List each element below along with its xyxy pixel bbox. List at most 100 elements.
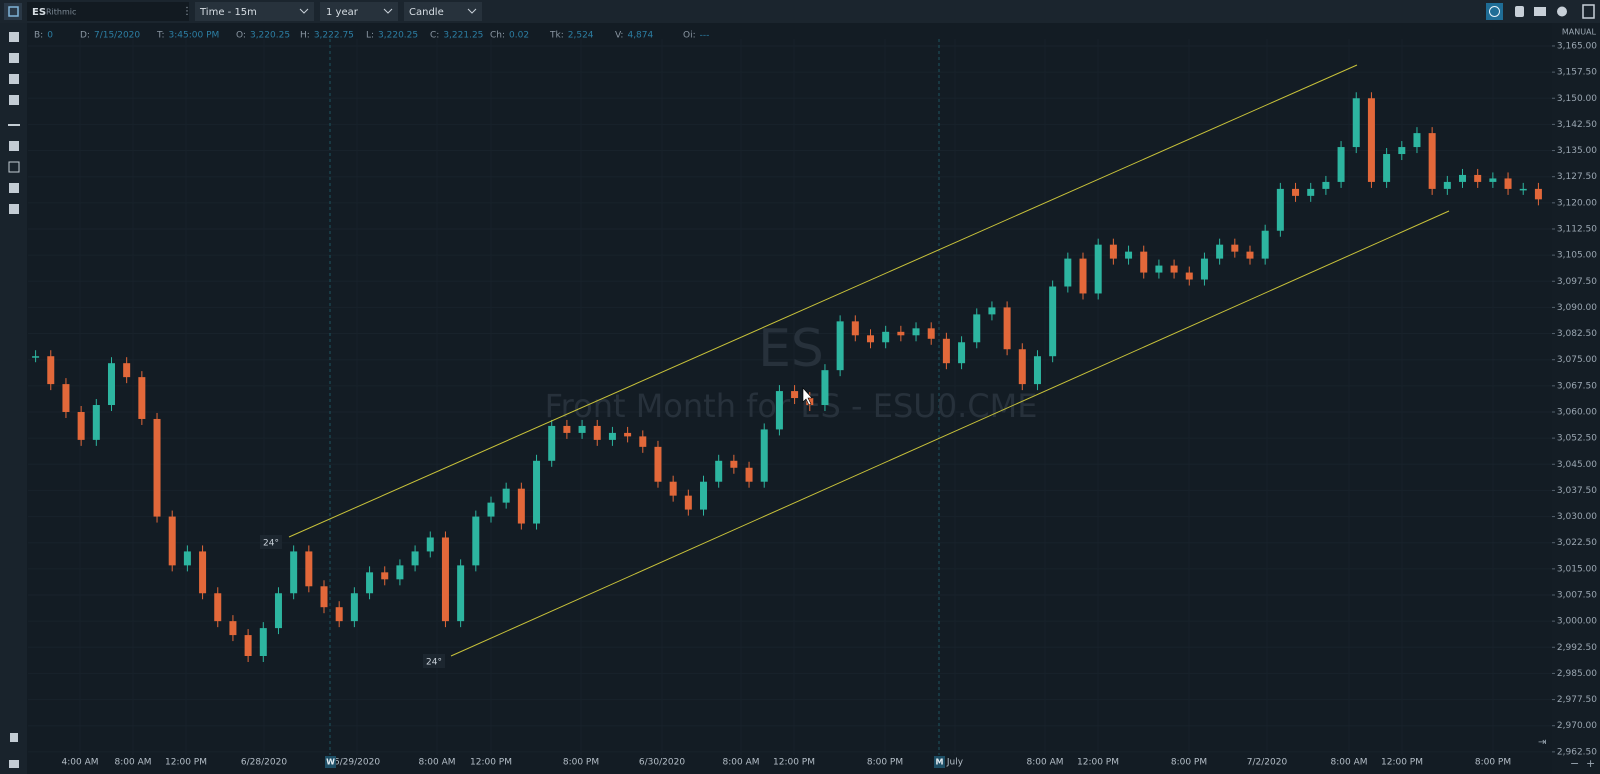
candle-body	[1003, 307, 1011, 350]
x-tick-label: 8:00 PM	[867, 758, 903, 768]
x-tick-label: 12:00 PM	[165, 758, 207, 768]
zoom-out[interactable]: −	[1570, 757, 1579, 770]
list[interactable]	[9, 760, 19, 768]
channel-upper[interactable]	[288, 64, 1358, 538]
candle-body	[350, 593, 358, 622]
icon	[1489, 6, 1500, 17]
x-tick-label: 8:00 AM	[419, 758, 456, 768]
info-bar: B: 0 D: 7/15/2020 T: 3:45:00 PM O: 3,220.25 H: 3,…	[34, 31, 709, 41]
candle-body	[320, 586, 328, 608]
candle-body	[669, 481, 677, 496]
tool[interactable]	[9, 141, 19, 151]
tool[interactable]	[9, 204, 19, 214]
tools	[8, 32, 20, 768]
candle-body	[1398, 147, 1406, 155]
x-tick-label: 8:00 AM	[1027, 758, 1064, 768]
side-toolbar	[0, 23, 27, 774]
y-tick-label: 3,112.50	[1557, 224, 1597, 234]
candle-body	[897, 331, 905, 336]
candle-body	[851, 321, 859, 336]
info-label: D:	[80, 31, 90, 41]
info-value: 3,222.75	[314, 31, 354, 41]
timeframe-dropdown[interactable]	[195, 2, 314, 21]
camera-button[interactable]	[1534, 7, 1546, 16]
panel-button[interactable]	[1582, 4, 1595, 19]
tool[interactable]	[8, 161, 20, 173]
tool[interactable]	[9, 53, 19, 63]
candle-body	[77, 411, 85, 440]
trash[interactable]	[10, 733, 18, 742]
candle-body	[1155, 265, 1163, 273]
candle-body	[730, 460, 738, 468]
x-tick-label: 6/28/2020	[241, 758, 287, 768]
mouse-button[interactable]	[1515, 6, 1524, 17]
candle-body	[533, 460, 541, 524]
candle-body	[973, 314, 981, 343]
candle-body	[700, 481, 708, 510]
candle-body	[1367, 98, 1375, 182]
y-tick-label: 3,052.50	[1557, 434, 1597, 444]
candle-body	[608, 432, 616, 440]
tool[interactable]	[9, 95, 19, 105]
tool[interactable]	[9, 32, 19, 42]
range-dropdown[interactable]	[320, 2, 398, 21]
symbol-field[interactable]	[27, 2, 189, 21]
candle-body	[426, 537, 434, 552]
candle-body	[745, 467, 753, 482]
session-marker-box	[934, 756, 945, 768]
tool[interactable]	[8, 124, 20, 126]
scale-mode[interactable]: MANUAL	[1562, 28, 1597, 37]
candle-body	[912, 328, 920, 336]
candle-body	[639, 436, 647, 447]
candle-body	[1459, 174, 1467, 182]
kebab: ⋮	[182, 6, 192, 17]
candle-body	[1064, 258, 1072, 287]
candle-body	[1413, 133, 1421, 148]
candle-body	[1428, 133, 1436, 189]
candle-body	[927, 328, 935, 339]
x-tick-label: 7/2/2020	[1247, 758, 1288, 768]
candle-body	[62, 384, 70, 412]
candle-body	[259, 628, 267, 657]
candle-body	[1079, 258, 1087, 294]
candle-body	[1383, 154, 1391, 182]
y-tick-label: 3,045.00	[1557, 460, 1597, 470]
chat-button[interactable]	[1486, 3, 1503, 20]
candle-body	[1534, 188, 1542, 200]
watermark-description: Front Month for ES - ESU0.CME	[545, 387, 1038, 425]
info-value: 0.02	[509, 31, 529, 41]
menu-button[interactable]	[4, 3, 22, 20]
candle-body	[791, 391, 799, 399]
candle-body	[684, 495, 692, 510]
candle-body	[244, 635, 252, 657]
tool[interactable]	[9, 183, 19, 193]
candle-body	[153, 418, 161, 517]
scroll-end[interactable]: ⇥	[1538, 737, 1546, 748]
candle-body	[472, 516, 480, 566]
settings-button[interactable]	[1557, 6, 1567, 17]
candle-body	[168, 516, 176, 566]
y-tick-label: 3,165.00	[1557, 41, 1597, 51]
candle-body	[290, 551, 298, 594]
x-tick-label: 12:00 PM	[1077, 758, 1119, 768]
y-tick-label: 3,142.50	[1557, 120, 1597, 130]
candle-body	[502, 488, 510, 503]
candle-body	[1185, 272, 1193, 280]
info-label: B:	[34, 31, 43, 41]
tool[interactable]	[9, 74, 19, 84]
info-value: 3,220.25	[378, 31, 418, 41]
candle-body	[1200, 258, 1208, 280]
info-value: 3:45:00 PM	[169, 31, 220, 41]
x-tick-label: 6/30/2020	[639, 758, 685, 768]
session-marker: M	[936, 758, 944, 767]
candle-body	[335, 607, 343, 622]
charttype-dropdown[interactable]	[404, 2, 482, 21]
x-tick-label: 8:00 PM	[1475, 758, 1511, 768]
y-tick-label: 3,157.50	[1557, 68, 1597, 78]
y-tick-label: 3,135.00	[1557, 146, 1597, 156]
zoom-in[interactable]: +	[1586, 757, 1595, 770]
info-value: 7/15/2020	[94, 31, 140, 41]
channel-lower[interactable]	[450, 210, 1450, 657]
candle-body	[1231, 244, 1239, 252]
